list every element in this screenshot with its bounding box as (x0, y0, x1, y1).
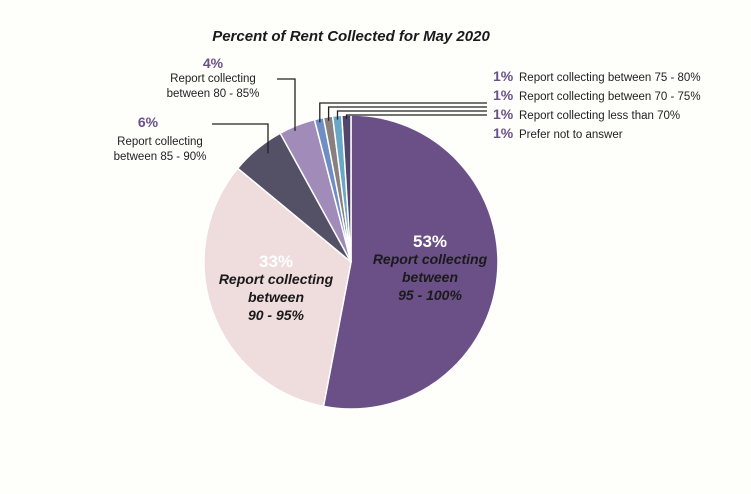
slice-2-label: 90 - 95% (248, 307, 305, 323)
slice-3-label: Report collecting (117, 136, 203, 148)
leader-line-5 (319, 102, 487, 123)
slice-1-label: Report collecting (373, 251, 488, 267)
slice-6-label: Report collecting between 70 - 75% (519, 91, 701, 103)
pie-slice-1 (322, 114, 499, 410)
slice-7-percent: 1% (493, 106, 514, 122)
slice-1-label: 95 - 100% (398, 287, 462, 303)
pie-slice-2 (203, 167, 352, 408)
slice-5-percent: 1% (493, 68, 514, 84)
leader-line-8 (345, 114, 487, 120)
leader-line-4 (277, 78, 296, 131)
slice-4-label: between 80 - 85% (167, 88, 260, 100)
slice-7-label: Report collecting less than 70% (519, 110, 680, 122)
slice-4-label: Report collecting (170, 73, 256, 85)
slice-2-label: between (248, 289, 304, 305)
slice-8-percent: 1% (493, 125, 514, 141)
slice-2-label: Report collecting (219, 271, 334, 287)
slice-1-percent: 53% (413, 232, 447, 251)
slice-6-percent: 1% (493, 87, 514, 103)
slice-3-percent: 6% (138, 114, 159, 130)
slice-2-percent: 33% (259, 252, 293, 271)
leader-line-7 (336, 110, 487, 120)
leader-line-3 (212, 123, 269, 154)
slice-5-label: Report collecting between 75 - 80% (519, 72, 701, 84)
slice-8-label: Prefer not to answer (519, 129, 623, 141)
slice-3-label: between 85 - 90% (114, 151, 207, 163)
chart-title: Percent of Rent Collected for May 2020 (212, 28, 490, 45)
slice-4-percent: 4% (203, 55, 224, 71)
leader-line-6 (327, 106, 487, 121)
slice-1-label: between (402, 269, 458, 285)
